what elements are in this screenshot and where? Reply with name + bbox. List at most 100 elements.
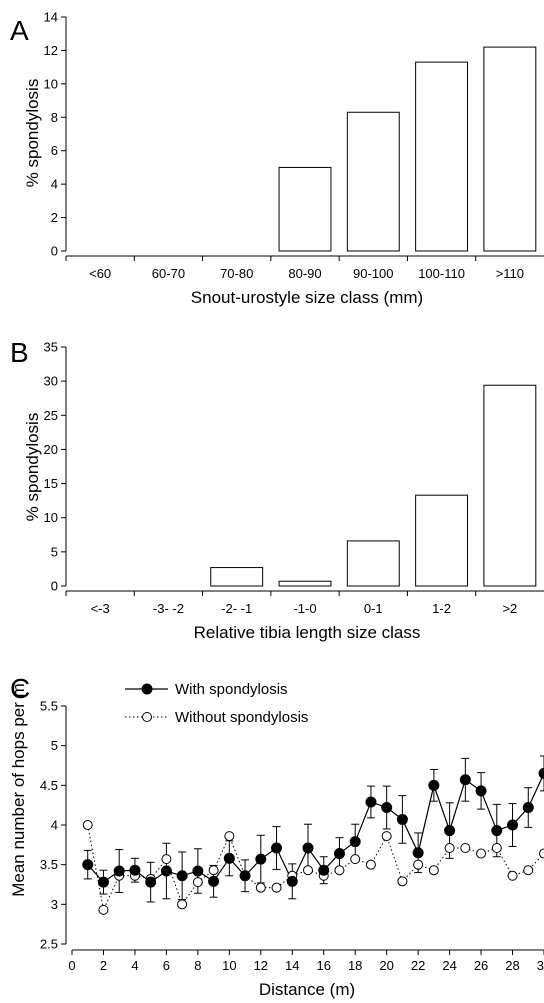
panel-b-y-tick-label: 35	[44, 340, 58, 355]
panel-a-xlabel: Snout-urostyle size class (mm)	[191, 288, 423, 307]
panel-c-point-with	[475, 785, 487, 797]
panel-c-xlabel: Distance (m)	[259, 980, 355, 999]
panel-b-y-tick-label: 15	[44, 476, 58, 491]
panel-c-series-with-line	[87, 773, 544, 883]
panel-c-error-bar	[540, 755, 544, 792]
panel-b-x-tick-label: -3- -2	[153, 601, 184, 616]
panel-b-x-tick-label: -2- -1	[221, 601, 252, 616]
panel-b-letter: B	[10, 337, 29, 368]
panel-b-bar	[483, 384, 537, 587]
panel-c-x-tick-label: 28	[505, 958, 519, 973]
panel-a-ylabel: % spondylosis	[23, 79, 42, 188]
panel-b-xlabel: Relative tibia length size class	[194, 623, 421, 642]
panel-a-x-tick-label: >110	[496, 266, 524, 281]
panel-a-y-tick-label: 0	[51, 244, 58, 259]
panel-b-bar	[415, 494, 469, 587]
panel-b-y-tick-label: 25	[44, 408, 58, 423]
legend-with-marker	[141, 683, 153, 695]
panel-c-point-without	[255, 882, 266, 893]
panel-c-x-tick-label: 16	[316, 958, 330, 973]
panel-c-point-without	[444, 843, 455, 854]
panel-c-point-without	[303, 865, 313, 876]
panel-c-y-tick-label: 5	[51, 738, 58, 753]
panel-c-point-without	[507, 870, 518, 881]
panel-c-point-with	[208, 875, 220, 887]
panel-c-point-with	[129, 864, 141, 876]
panel-c-point-with	[333, 848, 345, 860]
panel-c-point-with	[97, 876, 109, 888]
panel-a-y-tick-label: 14	[44, 10, 58, 25]
panel-c-x-tick-label: 6	[163, 958, 170, 973]
panel-c-point-with	[160, 865, 172, 877]
panel-c-x-tick-label: 14	[285, 958, 299, 973]
panel-c-point-without	[98, 904, 109, 915]
panel-a-x-tick-label: 60-70	[152, 266, 185, 281]
panel-b-x-tick-label: >2	[502, 601, 517, 616]
panel-c-point-with	[223, 852, 235, 864]
panel-c-point-without	[460, 843, 471, 854]
panel-c-x-tick-label: 18	[348, 958, 362, 973]
panel-c-point-with	[507, 819, 519, 831]
panel-b-x-tick-label: -1-0	[293, 601, 316, 616]
panel-c-series-without-line	[87, 824, 544, 912]
panel-c-y-tick-label: 3.5	[40, 857, 58, 872]
panel-c-x-tick-label: 20	[379, 958, 393, 973]
panel-c-point-without	[539, 848, 544, 859]
panel-b-x-tick-label: 1-2	[432, 601, 451, 616]
panel-c-point-without	[208, 865, 219, 876]
panel-c-point-with	[113, 865, 125, 877]
panel-b-chart: Relative tibia length size class % spond…	[23, 340, 544, 642]
panel-a-y-tick-label: 2	[51, 210, 58, 225]
panel-b-y-tick-label: 20	[44, 442, 58, 457]
panel-c-point-with	[428, 779, 440, 791]
panel-c-point-with	[82, 859, 94, 871]
panel-a-bar	[346, 111, 400, 252]
panel-c-x-tick-label: 26	[474, 958, 488, 973]
panel-c-point-with	[412, 847, 424, 859]
panel-b-y-tick-label: 0	[51, 579, 58, 594]
panel-c-x-tick-label: 24	[442, 958, 456, 973]
panel-c-point-with	[192, 865, 204, 877]
legend-without-label: Without spondylosis	[175, 709, 308, 726]
panel-c-point-with	[255, 853, 267, 865]
panel-a-x-tick-label: 90-100	[353, 266, 393, 281]
panel-b-bar	[346, 540, 400, 587]
panel-c-point-without	[334, 865, 345, 876]
panel-c-point-without	[397, 876, 408, 887]
panel-c-point-with	[365, 796, 377, 808]
panel-c-point-with	[396, 813, 408, 825]
panel-a-bar	[483, 46, 537, 252]
panel-a-y-tick-label: 10	[44, 76, 58, 91]
panel-c-point-without	[413, 859, 424, 870]
panel-c-point-without	[192, 877, 203, 888]
panel-a-y-tick-label: 8	[51, 110, 58, 125]
panel-b-y-tick-label: 5	[51, 544, 58, 559]
panel-c-point-without	[161, 854, 172, 865]
panel-c-point-with	[522, 802, 534, 814]
panel-b-x-tick-label: 0-1	[364, 601, 383, 616]
panel-a-x-tick-label: 100-110	[418, 266, 465, 281]
panel-c-x-tick-label: 4	[131, 958, 138, 973]
panel-c-x-tick-label: 0	[68, 958, 75, 973]
panel-c-legend: With spondylosis Without spondylosis	[125, 681, 308, 726]
panel-c-y-tick-label: 2.5	[40, 937, 58, 952]
panel-a-letter: A	[10, 15, 29, 46]
panel-c-point-with	[381, 802, 393, 814]
panel-b-bar	[278, 580, 332, 587]
panel-c-point-with	[444, 825, 456, 837]
panel-c-chart: Distance (m) Mean number of hops per m W…	[9, 681, 544, 999]
panel-c-x-tick-label: 8	[194, 958, 201, 973]
panel-c-point-without	[224, 831, 235, 842]
panel-c-point-with	[318, 864, 330, 876]
panel-c-y-tick-label: 3	[51, 897, 58, 912]
panel-c-point-with	[176, 870, 188, 882]
panel-a-y-tick-label: 6	[51, 143, 58, 158]
panel-c-y-tick-label: 4	[51, 818, 58, 833]
panel-c-point-without	[365, 859, 376, 870]
panel-c-x-tick-label: 22	[411, 958, 425, 973]
panel-a-bar	[278, 166, 332, 252]
panel-a-y-tick-label: 12	[44, 43, 58, 58]
legend-with-label: With spondylosis	[175, 681, 288, 698]
panel-c-point-with	[538, 767, 544, 779]
